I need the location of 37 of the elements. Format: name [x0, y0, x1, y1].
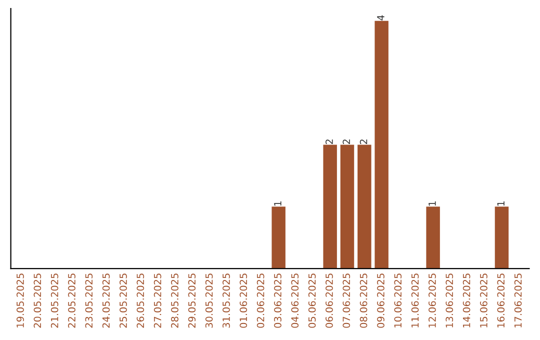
x-tick-label: 29.05.2025: [188, 274, 196, 328]
x-tick-label: 02.06.2025: [256, 274, 264, 328]
x-tick-label: 21.05.2025: [50, 274, 58, 328]
x-tick-label: 24.05.2025: [102, 274, 110, 328]
x-tick-label: 15.06.2025: [480, 274, 488, 328]
x-tick-label: 23.05.2025: [85, 274, 93, 328]
x-tick-label: 26.05.2025: [136, 274, 144, 328]
x-tick-label: 14.06.2025: [462, 274, 470, 328]
x-tick-label: 05.06.2025: [308, 274, 316, 328]
data-label: 2: [326, 140, 333, 144]
data-label: 4: [377, 15, 384, 20]
x-tick-label: 13.06.2025: [446, 274, 454, 328]
x-tick-label: 10.06.2025: [394, 274, 402, 328]
x-tick-label: 12.06.2025: [428, 274, 436, 328]
x-tick-label: 04.06.2025: [291, 274, 299, 328]
x-tick-label: 25.05.2025: [120, 274, 127, 328]
x-tick-label: 22.05.2025: [68, 274, 76, 328]
data-label: 1: [274, 201, 282, 206]
x-tick-label: 31.05.2025: [222, 274, 230, 328]
x-tick-label: 01.06.2025: [240, 274, 248, 328]
x-tick-label: 03.06.2025: [274, 274, 282, 328]
x-tick-label: 27.05.2025: [154, 274, 162, 328]
x-tick-label: 30.05.2025: [205, 274, 213, 328]
data-label: 1: [497, 201, 504, 206]
x-tick-label: 07.06.2025: [342, 274, 350, 328]
x-tick-label: 06.06.2025: [326, 274, 333, 328]
x-tick-label: 28.05.2025: [171, 274, 178, 328]
x-tick-label: 19.05.2025: [16, 274, 24, 328]
x-tick-label: 08.06.2025: [360, 274, 368, 328]
data-label: 2: [342, 140, 350, 144]
x-tick-label: 17.06.2025: [514, 274, 522, 328]
x-tick-label: 09.06.2025: [377, 274, 384, 328]
x-tick-label: 11.06.2025: [411, 274, 419, 328]
x-tick-label: 20.05.2025: [34, 274, 42, 328]
x-tick-label: 16.06.2025: [497, 274, 505, 328]
data-label: 1: [428, 201, 436, 206]
data-label: 2: [360, 140, 368, 144]
